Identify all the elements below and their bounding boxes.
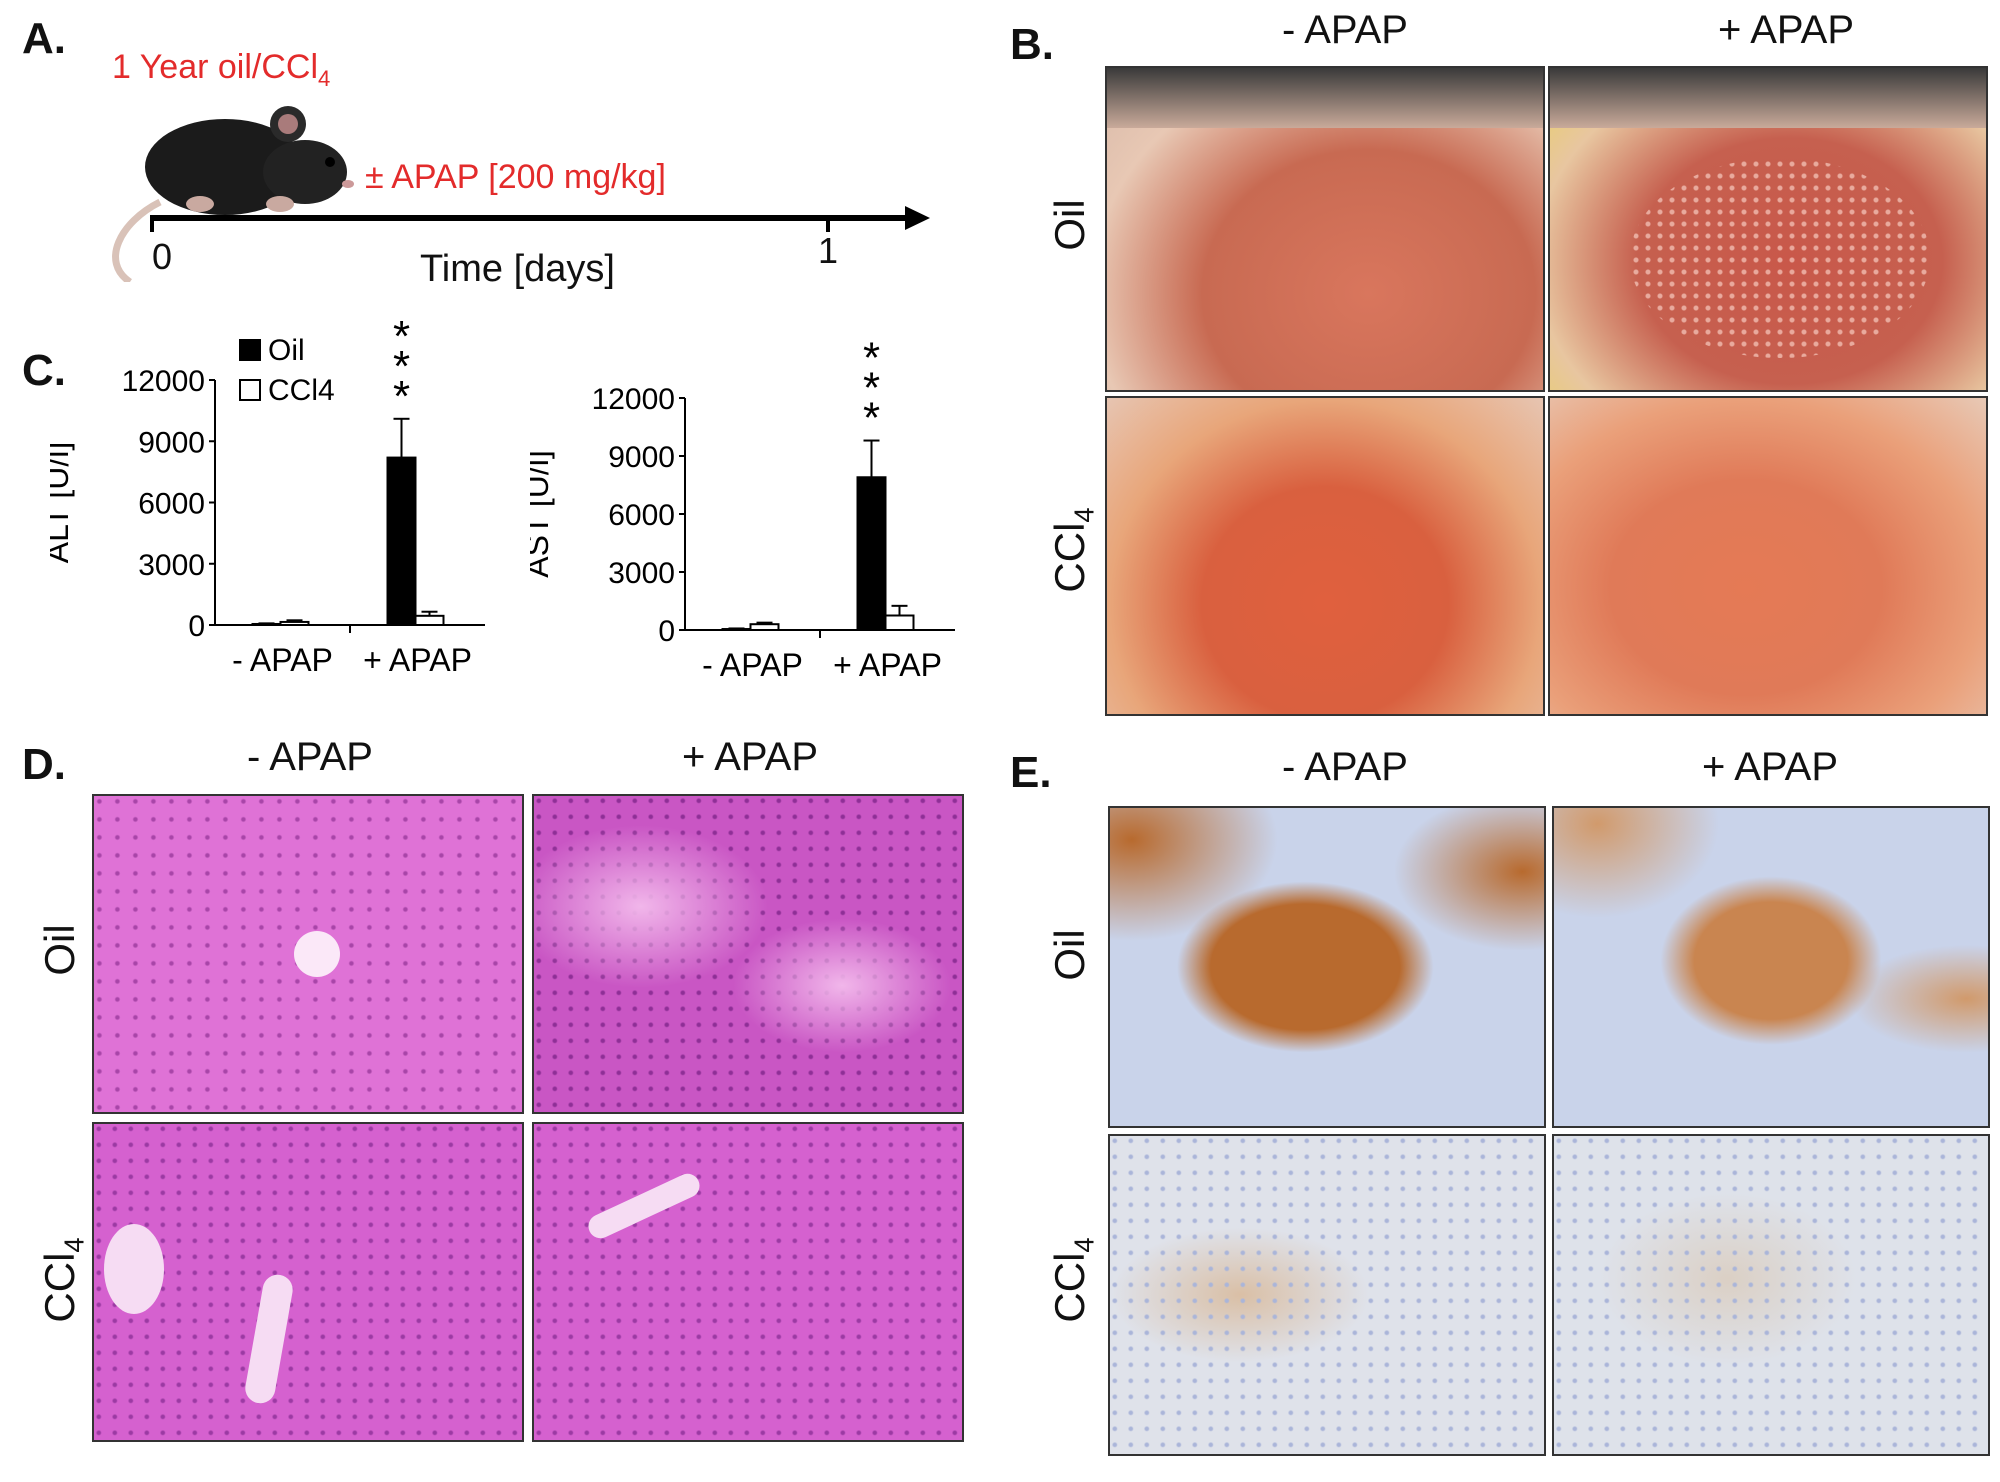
legend-label: Oil	[268, 334, 305, 367]
ihc-ccl4-plus-apap	[1552, 1134, 1990, 1456]
x-tick-label: + APAP	[833, 647, 942, 683]
photo-ccl4-minus-apap	[1105, 396, 1545, 716]
y-tick-label: 6000	[138, 488, 205, 521]
y-tick-label: 12000	[592, 383, 675, 416]
panel-a-treatment: 1 Year oil/CCl4	[112, 48, 330, 92]
x-tick-label: - APAP	[702, 647, 803, 683]
panel-d-row-oil: Oil	[36, 924, 83, 976]
legend-swatch	[239, 379, 261, 401]
y-tick-label: 0	[188, 610, 205, 643]
y-tick-label: 9000	[608, 441, 675, 474]
panel-e-col-minus: - APAP	[1282, 745, 1408, 789]
panel-e-row-ccl: CCl4	[1045, 1180, 1099, 1380]
timeline-arrow	[150, 206, 930, 232]
timeline-axis-label: Time [days]	[420, 248, 615, 290]
y-tick-label: 3000	[138, 549, 205, 582]
ihc-oil-minus-apap	[1108, 806, 1546, 1128]
timeline-tick-1: 1	[818, 230, 839, 271]
y-axis-label: AST [U/l]	[530, 450, 555, 577]
significance-star: *	[393, 372, 410, 421]
ihc-ccl4-minus-apap	[1108, 1134, 1546, 1456]
panel-d-row-ccl: CCl4	[35, 1180, 89, 1380]
y-tick-label: 9000	[138, 426, 205, 459]
photo-ccl4-plus-apap	[1548, 396, 1988, 716]
panel-b-label: B.	[1010, 20, 1054, 69]
y-tick-label: 6000	[608, 499, 675, 532]
significance-star: *	[393, 320, 410, 361]
panel-d-row-ccl-sub: 4	[58, 1237, 90, 1253]
panel-d-label: D.	[22, 740, 66, 789]
panel-b-col-minus: - APAP	[1282, 8, 1408, 52]
mouse-icon	[112, 106, 354, 282]
panel-e-label: E.	[1010, 748, 1052, 797]
he-oil-minus-apap	[92, 794, 524, 1114]
he-ccl4-plus-apap	[532, 1122, 964, 1442]
panel-a-apap: ± APAP [200 mg/kg]	[365, 158, 666, 196]
bar	[856, 476, 887, 631]
significance-star: *	[393, 342, 410, 391]
panel-e-row-oil: Oil	[1046, 929, 1093, 981]
x-tick-label: + APAP	[363, 642, 472, 678]
y-axis-label: ALT [U/l]	[50, 442, 75, 564]
panel-b-row-ccl-sub: 4	[1068, 507, 1100, 523]
photo-oil-plus-apap	[1548, 66, 1988, 392]
panel-c-label: C.	[22, 346, 66, 395]
panel-b-row-oil: Oil	[1046, 199, 1093, 251]
legend-swatch	[239, 339, 261, 361]
bar	[386, 456, 417, 626]
panel-a-treatment-sub: 4	[318, 65, 331, 91]
panel-b-row-ccl-text: CCl	[1046, 522, 1093, 593]
he-oil-plus-apap	[532, 794, 964, 1114]
ihc-oil-plus-apap	[1552, 806, 1990, 1128]
panel-a-label: A.	[22, 14, 66, 63]
alt-bar-chart: ALT [U/l] 0 3000 6000 9000 12000 - APAP + APAP *…	[50, 320, 485, 678]
panel-b-row-ccl: CCl4	[1045, 450, 1099, 650]
significance-star: *	[863, 394, 880, 443]
photo-oil-minus-apap	[1105, 66, 1545, 392]
he-ccl4-minus-apap	[92, 1122, 524, 1442]
panel-d-row-ccl-text: CCl	[36, 1252, 83, 1323]
panel-e-col-plus: + APAP	[1701, 745, 1838, 789]
y-tick-label: 3000	[608, 557, 675, 590]
panel-d-col-minus: - APAP	[247, 735, 373, 779]
panel-d-col-plus: + APAP	[681, 735, 818, 779]
timeline-tick-0: 0	[152, 236, 173, 277]
legend-label: CCl4	[268, 374, 335, 407]
panel-e-row-ccl-text: CCl	[1046, 1252, 1093, 1323]
bar	[749, 623, 780, 632]
ast-bar-chart: AST [U/l] 0 3000 6000 9000 12000 - APAP + APAP *…	[530, 334, 955, 683]
panel-e-row-ccl-sub: 4	[1068, 1237, 1100, 1253]
y-tick-label: 12000	[122, 365, 205, 398]
significance-star: *	[863, 334, 880, 383]
y-tick-label: 0	[658, 615, 675, 648]
significance-star: *	[863, 364, 880, 413]
bar	[279, 620, 310, 626]
bar	[884, 614, 915, 631]
panel-a-treatment-text: 1 Year oil/CCl	[112, 48, 319, 86]
panel-b-col-plus: + APAP	[1717, 8, 1854, 52]
bar	[414, 614, 445, 626]
x-tick-label: - APAP	[232, 642, 333, 678]
